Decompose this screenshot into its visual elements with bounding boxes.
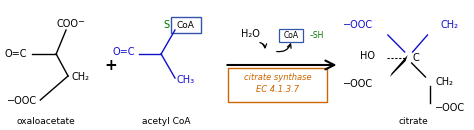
- Text: CH₂: CH₂: [440, 20, 458, 30]
- Text: HO: HO: [360, 51, 375, 61]
- Text: EC 4.1.3.7: EC 4.1.3.7: [256, 86, 300, 95]
- Text: CoA: CoA: [283, 31, 299, 40]
- Text: O=C: O=C: [5, 49, 27, 59]
- Text: CoA: CoA: [177, 21, 195, 30]
- Text: +: +: [104, 57, 117, 73]
- FancyBboxPatch shape: [228, 68, 328, 102]
- Text: −: −: [77, 18, 84, 27]
- Text: citrate synthase: citrate synthase: [244, 73, 312, 83]
- Text: C: C: [412, 53, 419, 63]
- Text: −OOC: −OOC: [7, 96, 37, 106]
- Text: H₂O: H₂O: [241, 29, 260, 39]
- Text: oxaloacetate: oxaloacetate: [17, 116, 76, 125]
- Polygon shape: [390, 55, 408, 77]
- Text: CH₂: CH₂: [436, 77, 454, 87]
- Text: citrate: citrate: [399, 116, 428, 125]
- Text: −OOC: −OOC: [436, 103, 465, 113]
- FancyBboxPatch shape: [279, 29, 303, 42]
- Text: CH₂: CH₂: [71, 72, 89, 82]
- Text: –SH: –SH: [310, 31, 324, 40]
- Text: S: S: [163, 20, 169, 30]
- Text: COO: COO: [56, 19, 78, 29]
- Text: CH₃: CH₃: [177, 75, 195, 85]
- Text: acetyl CoA: acetyl CoA: [142, 116, 191, 125]
- Text: −OOC: −OOC: [343, 79, 373, 89]
- Text: −OOC: −OOC: [343, 20, 373, 30]
- Text: O=C: O=C: [113, 47, 136, 57]
- FancyBboxPatch shape: [171, 17, 201, 32]
